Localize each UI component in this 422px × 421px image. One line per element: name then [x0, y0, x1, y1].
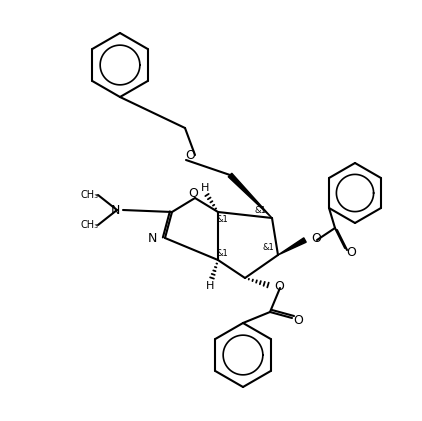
Text: N: N [111, 203, 120, 216]
Text: CH₃: CH₃ [81, 220, 99, 230]
Text: O: O [274, 280, 284, 293]
Text: &1: &1 [216, 250, 228, 258]
Text: &1: &1 [216, 215, 228, 224]
Polygon shape [278, 238, 306, 255]
Text: O: O [188, 187, 198, 200]
Text: H: H [201, 183, 209, 193]
Text: CH₃: CH₃ [81, 190, 99, 200]
Text: O: O [185, 149, 195, 162]
Text: &1: &1 [254, 205, 266, 215]
Text: O: O [346, 247, 356, 259]
Text: O: O [293, 314, 303, 327]
Polygon shape [228, 173, 272, 218]
Text: H: H [206, 281, 214, 291]
Text: N: N [148, 232, 157, 245]
Text: &1: &1 [262, 242, 274, 251]
Text: O: O [311, 232, 321, 245]
